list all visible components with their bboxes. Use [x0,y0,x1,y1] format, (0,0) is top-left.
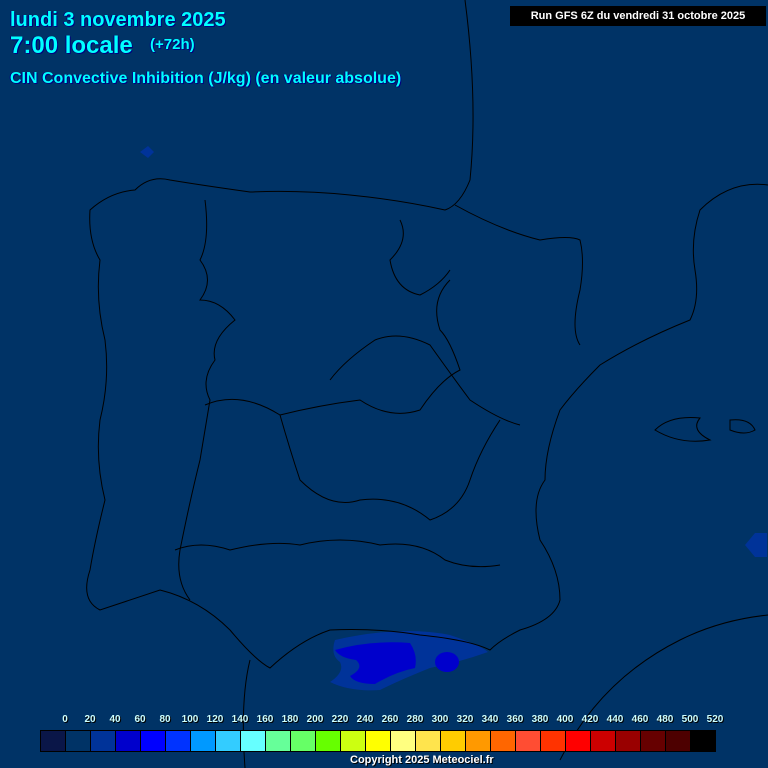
cin-field [140,146,767,691]
legend-label: 360 [506,714,524,725]
legend-swatch [416,731,441,751]
legend-swatch [266,731,291,751]
forecast-time: 7:00 locale [10,32,133,59]
legend-label: 120 [206,714,224,725]
legend-swatch [41,731,66,751]
legend-swatch [141,731,166,751]
legend-label: 480 [656,714,674,725]
legend-swatch [566,731,591,751]
legend-label: 320 [456,714,474,725]
legend-label: 280 [406,714,424,725]
legend-swatch [241,731,266,751]
legend-label: 200 [306,714,324,725]
legend-label: 380 [531,714,549,725]
legend-swatch [641,731,666,751]
legend-label: 240 [356,714,374,725]
legend-label: 420 [581,714,599,725]
legend-swatch [666,731,691,751]
legend-swatch [441,731,466,751]
legend-label: 100 [181,714,199,725]
legend-label: 40 [109,714,121,725]
legend-label: 440 [606,714,624,725]
legend-swatch [316,731,341,751]
forecast-date: lundi 3 novembre 2025 [10,9,226,31]
legend-label: 300 [431,714,449,725]
legend-label: 160 [256,714,274,725]
legend-swatch [616,731,641,751]
legend-swatch [66,731,91,751]
legend-label: 520 [706,714,724,725]
legend-swatch [391,731,416,751]
legend-swatch [291,731,316,751]
legend-label: 20 [84,714,96,725]
parameter-title: CIN Convective Inhibition (J/kg) (en val… [10,70,402,87]
legend-label: 180 [281,714,299,725]
legend-label: 260 [381,714,399,725]
legend-label: 220 [331,714,349,725]
legend-label: 140 [231,714,249,725]
legend-swatch [366,731,391,751]
legend-swatch [516,731,541,751]
legend-swatch [491,731,516,751]
legend-swatch [191,731,216,751]
legend-swatch [466,731,491,751]
legend-swatch [691,731,715,751]
legend-swatch [166,731,191,751]
legend-label: 460 [631,714,649,725]
legend-label: 340 [481,714,499,725]
legend-label: 500 [681,714,699,725]
legend-swatch [591,731,616,751]
legend-swatch [91,731,116,751]
legend-swatch [341,731,366,751]
run-label: Run GFS 6Z du vendredi 31 octobre 2025 [510,6,766,26]
legend-label: 0 [62,714,68,725]
coastlines-borders [86,0,768,768]
legend-swatch [541,731,566,751]
legend-label: 60 [134,714,146,725]
legend-label: 80 [159,714,171,725]
color-legend [40,730,716,752]
legend-swatch [116,731,141,751]
legend-label: 400 [556,714,574,725]
copyright: Copyright 2025 Meteociel.fr [350,754,494,766]
legend-swatch [216,731,241,751]
lead-time: (+72h) [150,36,195,53]
